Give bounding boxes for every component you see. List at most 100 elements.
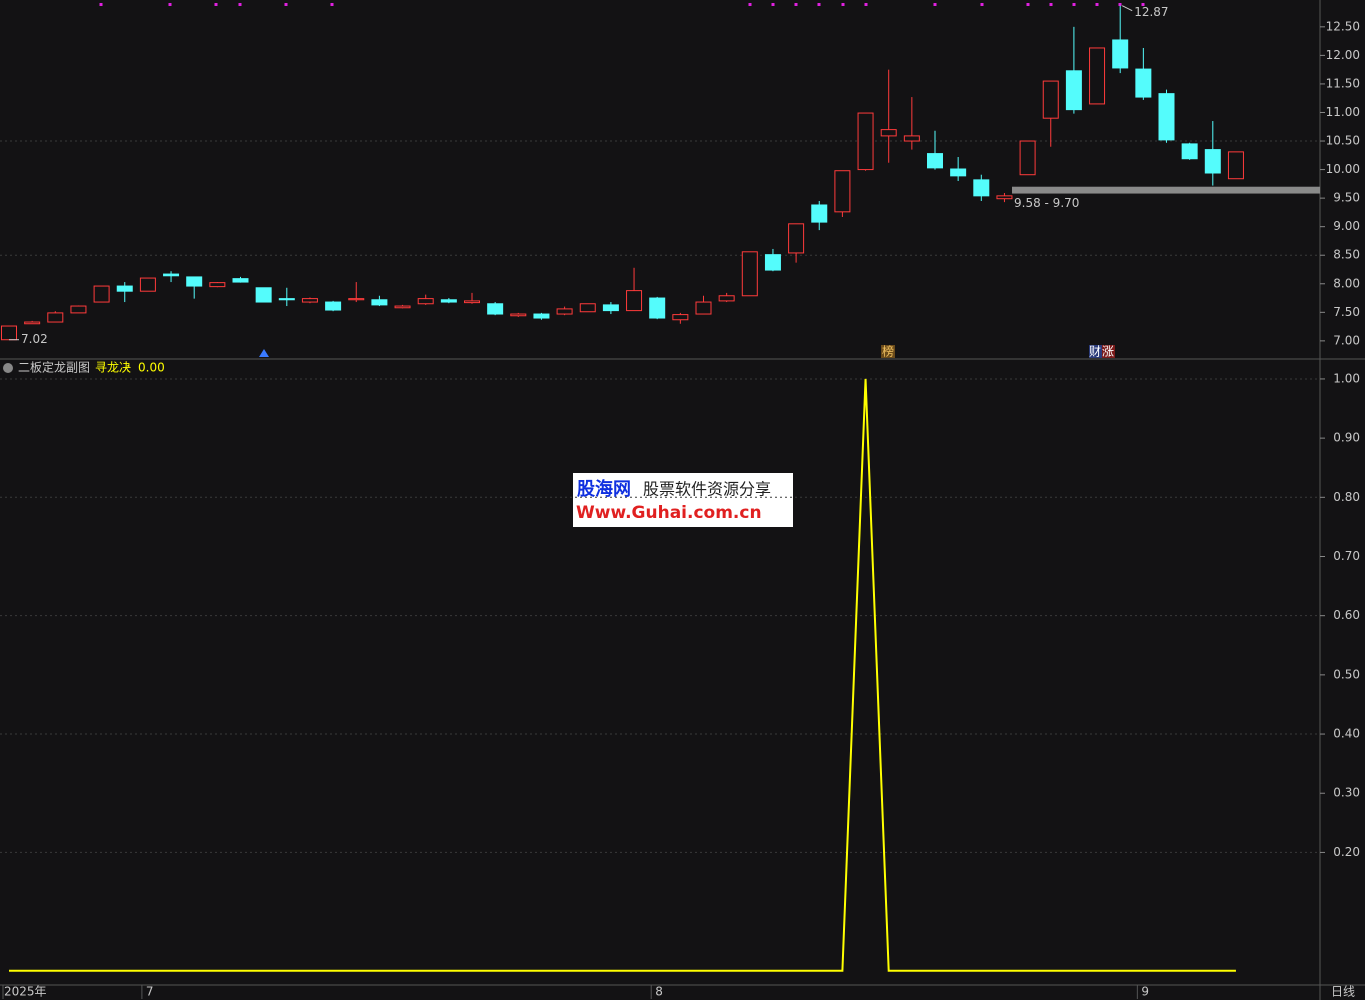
- candle-body: [24, 321, 41, 325]
- badge-bg: [1102, 345, 1115, 358]
- candle-body: [116, 285, 133, 292]
- signal-dot: [1072, 3, 1076, 6]
- y-tick-label: 7.00: [1333, 333, 1360, 347]
- signal-dot: [238, 3, 242, 6]
- high-label: 12.87: [1134, 5, 1168, 19]
- candle-body: [232, 278, 249, 283]
- candle-body: [163, 273, 180, 277]
- badge-bg: [1089, 345, 1102, 358]
- period-label: 日线: [1331, 985, 1355, 999]
- x-tick-label: 9: [1141, 985, 1149, 999]
- candle-body: [1135, 68, 1152, 98]
- signal-dot: [794, 3, 798, 6]
- candle-body: [695, 301, 712, 315]
- collapse-icon[interactable]: [3, 363, 13, 373]
- y-tick-label: 0.60: [1333, 608, 1360, 622]
- candle-body: [1204, 149, 1221, 174]
- y-tick-label: 11.50: [1326, 76, 1360, 90]
- x-tick-label: 7: [146, 985, 154, 999]
- signal-dot: [980, 3, 984, 6]
- candle-body: [834, 170, 851, 213]
- y-tick-label: 12.50: [1326, 19, 1360, 33]
- signal-dot: [1049, 3, 1053, 6]
- signal-dot: [864, 3, 868, 6]
- candle-body: [996, 195, 1013, 200]
- candle-body: [70, 305, 87, 314]
- y-tick-label: 7.50: [1333, 305, 1360, 319]
- candle-body: [811, 204, 828, 223]
- badge-bg: [881, 345, 895, 358]
- candle-body: [47, 312, 64, 323]
- y-tick-label: 12.00: [1326, 48, 1360, 62]
- badge: 财: [1089, 345, 1101, 359]
- candle-body: [1158, 93, 1175, 141]
- y-tick-label: 11.00: [1326, 105, 1360, 119]
- separator: :: [126, 361, 130, 375]
- signal-dot: [748, 3, 752, 6]
- candle-body: [464, 300, 480, 304]
- candle-body: [1, 325, 17, 341]
- badge: 涨: [1102, 344, 1114, 359]
- y-tick-label: 9.00: [1333, 219, 1360, 233]
- range-band: [1012, 186, 1320, 194]
- indicator-title: 二板定龙副图: [18, 360, 90, 375]
- watermark-bg: [573, 473, 793, 527]
- signal-dot: [214, 3, 218, 6]
- badge: 榜: [882, 344, 894, 359]
- signal-dot: [1026, 3, 1030, 6]
- range-band-label: 9.58 - 9.70: [1014, 196, 1079, 210]
- watermark-url: Www.Guhai.com.cn: [576, 503, 762, 523]
- signal-dot: [168, 3, 172, 6]
- signal-dot: [771, 3, 775, 6]
- signal-dot: [1141, 3, 1145, 6]
- candle-body: [788, 223, 805, 254]
- candle-body: [371, 299, 388, 306]
- candle-body: [672, 314, 689, 321]
- candle-body: [626, 290, 643, 312]
- candle-body: [1065, 70, 1082, 111]
- y-tick-label: 10.00: [1326, 162, 1360, 176]
- high-pointer: [1121, 5, 1133, 12]
- candle-body: [927, 153, 943, 169]
- low-label: 7.02: [21, 332, 48, 346]
- candle-body: [1019, 140, 1036, 176]
- x-tick-label: 2025年: [4, 985, 47, 999]
- y-tick-label: 0.70: [1333, 549, 1360, 563]
- candle-body: [301, 298, 318, 303]
- y-tick-label: 10.50: [1326, 134, 1360, 148]
- candle-body: [1181, 143, 1198, 160]
- candle-body: [510, 313, 527, 317]
- signal-dot: [841, 3, 845, 6]
- candle-body: [973, 179, 990, 197]
- candle-body: [579, 303, 596, 313]
- candle-body: [718, 295, 735, 302]
- signal-dot: [1095, 3, 1099, 6]
- candle-body: [440, 299, 457, 303]
- x-tick-label: 8: [655, 985, 663, 999]
- y-tick-label: 9.50: [1333, 191, 1360, 205]
- signal-dot: [933, 3, 937, 6]
- candle-body: [764, 254, 781, 271]
- candle-body: [1227, 151, 1244, 180]
- candle-body: [533, 313, 550, 319]
- y-tick-label: 0.30: [1333, 786, 1360, 800]
- candle-body: [880, 129, 897, 137]
- candle-body: [857, 112, 874, 171]
- series-value: 0.00: [138, 361, 165, 375]
- candle-body: [93, 285, 110, 303]
- y-tick-label: 0.50: [1333, 667, 1360, 681]
- signal-dot: [284, 3, 288, 6]
- signal-dot: [330, 3, 334, 6]
- y-tick-label: 0.40: [1333, 727, 1360, 741]
- candle-body: [1089, 47, 1106, 105]
- candle-body: [741, 251, 758, 297]
- candle-body: [255, 287, 272, 303]
- candle-body: [394, 305, 411, 309]
- candle-body: [649, 297, 666, 319]
- candle-body: [139, 277, 156, 292]
- signal-dot: [99, 3, 103, 6]
- watermark-brand: 股海网: [576, 478, 631, 500]
- signal-dot: [817, 3, 821, 6]
- y-tick-label: 0.90: [1333, 431, 1360, 445]
- y-tick-label: 1.00: [1333, 371, 1360, 385]
